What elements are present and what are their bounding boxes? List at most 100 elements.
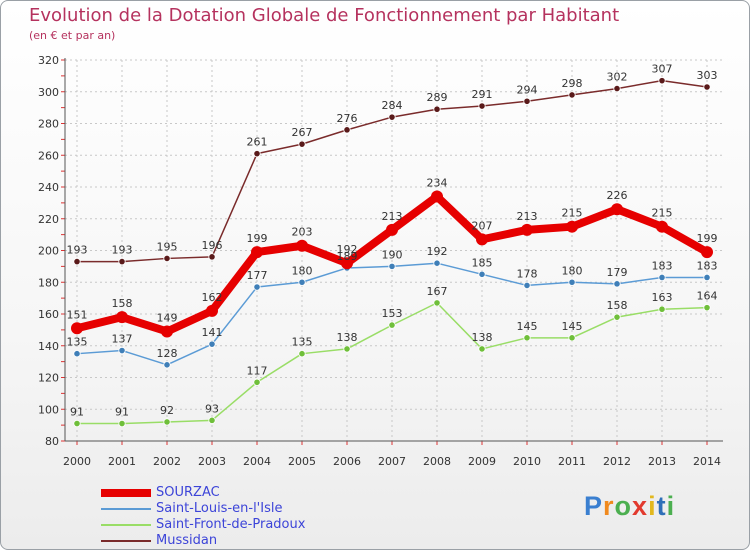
data-label-3: 267: [292, 126, 313, 139]
data-point-1: [298, 278, 306, 286]
data-point-2: [73, 419, 81, 428]
legend-swatch-mussidan: [101, 540, 151, 542]
data-point-0: [161, 325, 173, 338]
data-point-1: [568, 278, 576, 286]
data-label-2: 164: [697, 290, 718, 303]
data-label-0: 226: [607, 189, 628, 202]
data-point-0: [611, 203, 623, 216]
data-label-1: 185: [472, 256, 493, 269]
data-point-1: [118, 346, 126, 355]
legend-swatch-saint-front: [101, 524, 151, 526]
data-point-1: [523, 281, 531, 290]
data-label-0: 213: [517, 210, 538, 223]
data-point-3: [613, 84, 621, 93]
data-point-1: [163, 361, 171, 369]
data-point-2: [208, 416, 216, 424]
data-point-2: [298, 350, 306, 358]
legend-swatch-saint-louis: [101, 508, 151, 510]
data-label-0: 192: [337, 243, 358, 256]
data-label-3: 303: [697, 69, 718, 82]
data-label-1: 128: [157, 347, 178, 360]
y-tick-label: 140: [38, 340, 59, 353]
data-label-1: 183: [652, 259, 673, 272]
data-label-2: 117: [247, 364, 268, 377]
y-tick-label: 300: [38, 86, 59, 99]
x-tick-label: 2002: [153, 455, 181, 468]
data-label-0: 215: [562, 207, 583, 220]
data-label-2: 167: [427, 285, 448, 298]
data-label-1: 180: [292, 264, 313, 277]
data-point-0: [431, 190, 443, 203]
data-point-0: [386, 223, 398, 236]
data-label-0: 199: [697, 232, 718, 245]
data-point-2: [388, 321, 396, 329]
data-label-3: 294: [517, 83, 538, 96]
data-label-2: 92: [160, 404, 174, 417]
data-label-0: 158: [112, 297, 133, 310]
data-label-3: 196: [202, 239, 223, 252]
data-point-1: [253, 283, 261, 291]
data-label-0: 162: [202, 291, 223, 304]
data-label-0: 213: [382, 210, 403, 223]
data-point-3: [73, 258, 81, 266]
data-label-3: 302: [607, 71, 628, 84]
y-tick-label: 220: [38, 213, 59, 226]
x-tick-label: 2009: [468, 455, 496, 468]
data-label-3: 289: [427, 91, 448, 104]
data-label-3: 298: [562, 77, 583, 90]
data-point-2: [658, 305, 666, 313]
data-point-3: [523, 97, 531, 105]
data-label-3: 276: [337, 112, 358, 125]
y-tick-label: 160: [38, 308, 59, 321]
data-point-1: [613, 280, 621, 288]
legend-label-saint-louis: Saint-Louis-en-l'Isle: [156, 501, 283, 516]
data-point-3: [388, 113, 396, 121]
data-point-2: [523, 334, 531, 342]
data-label-1: 179: [607, 266, 628, 279]
data-point-2: [343, 345, 351, 353]
data-point-0: [341, 257, 353, 270]
data-label-2: 163: [652, 291, 673, 304]
data-label-1: 141: [202, 326, 223, 339]
data-label-0: 215: [652, 207, 673, 220]
data-point-0: [476, 233, 488, 246]
data-point-2: [118, 419, 126, 428]
x-tick-label: 2000: [63, 455, 91, 468]
data-point-3: [118, 258, 126, 266]
data-point-0: [206, 304, 218, 317]
data-point-2: [568, 334, 576, 342]
y-tick-label: 200: [38, 245, 59, 258]
data-label-3: 193: [67, 244, 88, 257]
data-label-1: 190: [382, 248, 403, 261]
data-point-2: [253, 378, 261, 386]
data-label-3: 291: [472, 88, 493, 101]
data-point-3: [478, 102, 486, 110]
data-point-3: [208, 253, 216, 261]
y-tick-label: 240: [38, 181, 59, 194]
data-point-1: [478, 270, 486, 278]
x-tick-label: 2006: [333, 455, 361, 468]
data-label-2: 93: [205, 402, 219, 415]
x-tick-label: 2008: [423, 455, 451, 468]
data-label-0: 151: [67, 308, 88, 321]
data-point-1: [658, 273, 666, 282]
data-label-3: 193: [112, 244, 133, 257]
data-label-2: 138: [472, 331, 493, 344]
y-tick-label: 320: [38, 54, 59, 67]
data-point-2: [613, 313, 621, 321]
data-label-0: 207: [472, 219, 493, 232]
y-tick-label: 280: [38, 118, 59, 131]
chart-subtitle: (en € et par an): [29, 29, 116, 42]
data-label-3: 284: [382, 99, 403, 112]
data-point-0: [701, 246, 713, 259]
data-label-1: 177: [247, 269, 268, 282]
data-label-1: 135: [67, 336, 88, 349]
legend-swatch-sourzac: [101, 489, 151, 497]
data-label-1: 178: [517, 267, 538, 280]
x-tick-label: 2012: [603, 455, 631, 468]
data-label-2: 135: [292, 336, 313, 349]
data-point-0: [521, 223, 533, 236]
data-label-0: 199: [247, 232, 268, 245]
data-point-3: [163, 254, 171, 263]
